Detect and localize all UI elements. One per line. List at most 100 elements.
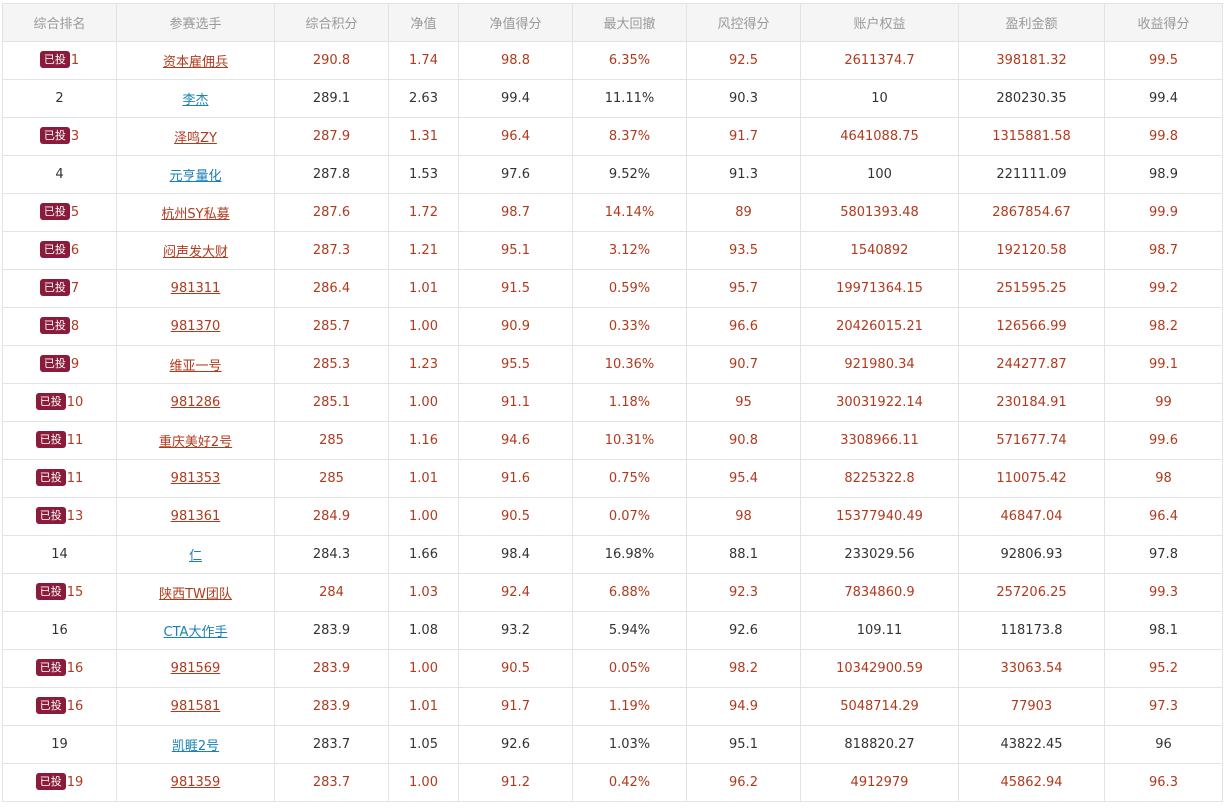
ranking-table: 综合排名 参赛选手 综合积分 净值 净值得分 最大回撤 风控得分 账户权益 盈利… (2, 3, 1223, 802)
table-row: 已投 1 资本雇佣兵 290.8 1.74 98.8 6.35% 92.5 2611374.7 3… (2, 41, 1223, 80)
contestant-link[interactable]: 仁 (188, 549, 202, 564)
header-nav[interactable]: 净值 (388, 3, 459, 42)
header-max-drawdown[interactable]: 最大回撤 (572, 3, 687, 42)
account-equity-cell: 233029.56 (800, 535, 959, 574)
table-row: 已投 16 981581 283.9 1.01 91.7 1.19% 94.9 5048714.… (2, 687, 1223, 726)
profit-cell: 280230.35 (958, 79, 1105, 118)
header-total-score[interactable]: 综合积分 (274, 3, 389, 42)
max-drawdown-cell: 10.36% (572, 345, 687, 384)
contestant-link[interactable]: 泽鸣ZY (174, 131, 217, 146)
contestant-link[interactable]: 981359 (170, 775, 221, 790)
nav-score-cell: 98.7 (458, 193, 573, 232)
max-drawdown-cell: 16.98% (572, 535, 687, 574)
header-rank[interactable]: 综合排名 (2, 3, 117, 42)
profit-cell: 46847.04 (958, 497, 1105, 536)
account-equity-cell: 10342900.59 (800, 649, 959, 688)
total-score-cell: 285.1 (274, 383, 389, 422)
table-row: 已投 19 981359 283.7 1.00 91.2 0.42% 96.2 4912979 4… (2, 763, 1223, 802)
header-return-score[interactable]: 收益得分 (1104, 3, 1223, 42)
total-score-cell: 284.3 (274, 535, 389, 574)
account-equity-cell: 100 (800, 155, 959, 194)
return-score-cell: 99 (1104, 383, 1223, 422)
contestant-cell: 闷声发大财 (116, 231, 275, 270)
rank-value: 10 (66, 395, 84, 410)
return-score-cell: 99.2 (1104, 269, 1223, 308)
return-score-cell: 96 (1104, 725, 1223, 764)
rank-value: 1 (70, 53, 80, 68)
rank-cell: 已投 1 (2, 41, 117, 80)
account-equity-cell: 20426015.21 (800, 307, 959, 346)
profit-cell: 257206.25 (958, 573, 1105, 612)
invested-badge: 已投 (39, 279, 70, 296)
contestant-link[interactable]: 981569 (170, 661, 221, 676)
nav-score-cell: 91.5 (458, 269, 573, 308)
contestant-link[interactable]: 李杰 (182, 93, 209, 108)
contestant-link[interactable]: 981370 (170, 319, 221, 334)
nav-cell: 1.31 (388, 117, 459, 156)
rank-cell: 已投 15 (2, 573, 117, 612)
risk-score-cell: 91.7 (686, 117, 801, 156)
contestant-link[interactable]: CTA大作手 (163, 625, 228, 640)
contestant-link[interactable]: 981581 (170, 699, 221, 714)
nav-cell: 1.53 (388, 155, 459, 194)
risk-score-cell: 98 (686, 497, 801, 536)
contestant-link[interactable]: 资本雇佣兵 (162, 55, 228, 70)
contestant-link[interactable]: 凯睚2号 (171, 739, 220, 754)
contestant-link[interactable]: 元亨量化 (169, 169, 222, 184)
rank-cell: 16 (2, 611, 117, 650)
total-score-cell: 284.9 (274, 497, 389, 536)
contestant-link[interactable]: 981361 (170, 509, 221, 524)
risk-score-cell: 98.2 (686, 649, 801, 688)
max-drawdown-cell: 8.37% (572, 117, 687, 156)
rank-value: 15 (66, 585, 84, 600)
table-row: 已投 7 981311 286.4 1.01 91.5 0.59% 95.7 19971364.… (2, 269, 1223, 308)
rank-value: 4 (55, 167, 64, 182)
header-risk-score[interactable]: 风控得分 (686, 3, 801, 42)
nav-score-cell: 97.6 (458, 155, 573, 194)
rank-cell: 已投 19 (2, 763, 117, 802)
header-profit[interactable]: 盈利金额 (958, 3, 1105, 42)
rank-value: 14 (51, 547, 68, 562)
contestant-cell: 981370 (116, 307, 275, 346)
contestant-link[interactable]: 维亚一号 (169, 359, 222, 374)
contestant-cell: 杭州SY私募 (116, 193, 275, 232)
nav-score-cell: 92.4 (458, 573, 573, 612)
invested-badge: 已投 (35, 507, 66, 524)
header-nav-score[interactable]: 净值得分 (458, 3, 573, 42)
account-equity-cell: 15377940.49 (800, 497, 959, 536)
contestant-link[interactable]: 981353 (170, 471, 221, 486)
max-drawdown-cell: 0.59% (572, 269, 687, 308)
nav-score-cell: 92.6 (458, 725, 573, 764)
max-drawdown-cell: 1.19% (572, 687, 687, 726)
header-contestant[interactable]: 参赛选手 (116, 3, 275, 42)
contestant-cell: 981353 (116, 459, 275, 498)
invested-badge: 已投 (39, 355, 70, 372)
contestant-link[interactable]: 981311 (170, 281, 221, 296)
max-drawdown-cell: 11.11% (572, 79, 687, 118)
nav-score-cell: 90.5 (458, 497, 573, 536)
rank-value: 5 (70, 205, 80, 220)
nav-cell: 1.66 (388, 535, 459, 574)
risk-score-cell: 96.2 (686, 763, 801, 802)
contestant-link[interactable]: 杭州SY私募 (161, 207, 230, 222)
header-account-equity[interactable]: 账户权益 (800, 3, 959, 42)
return-score-cell: 98 (1104, 459, 1223, 498)
account-equity-cell: 5048714.29 (800, 687, 959, 726)
max-drawdown-cell: 1.03% (572, 725, 687, 764)
max-drawdown-cell: 3.12% (572, 231, 687, 270)
contestant-link[interactable]: 闷声发大财 (162, 245, 228, 260)
contestant-cell: 凯睚2号 (116, 725, 275, 764)
contestant-link[interactable]: 重庆美好2号 (158, 435, 233, 450)
return-score-cell: 97.8 (1104, 535, 1223, 574)
rank-cell: 19 (2, 725, 117, 764)
contestant-cell: 李杰 (116, 79, 275, 118)
table-row: 16 CTA大作手 283.9 1.08 93.2 5.94% 92.6 109.11 1181… (2, 611, 1223, 650)
total-score-cell: 283.7 (274, 763, 389, 802)
contestant-link[interactable]: 陕西TW团队 (159, 587, 232, 602)
table-row: 已投 5 杭州SY私募 287.6 1.72 98.7 14.14% 89 5801393.48… (2, 193, 1223, 232)
nav-score-cell: 98.4 (458, 535, 573, 574)
rank-cell: 已投 6 (2, 231, 117, 270)
contestant-link[interactable]: 981286 (170, 395, 221, 410)
nav-score-cell: 98.8 (458, 41, 573, 80)
profit-cell: 126566.99 (958, 307, 1105, 346)
